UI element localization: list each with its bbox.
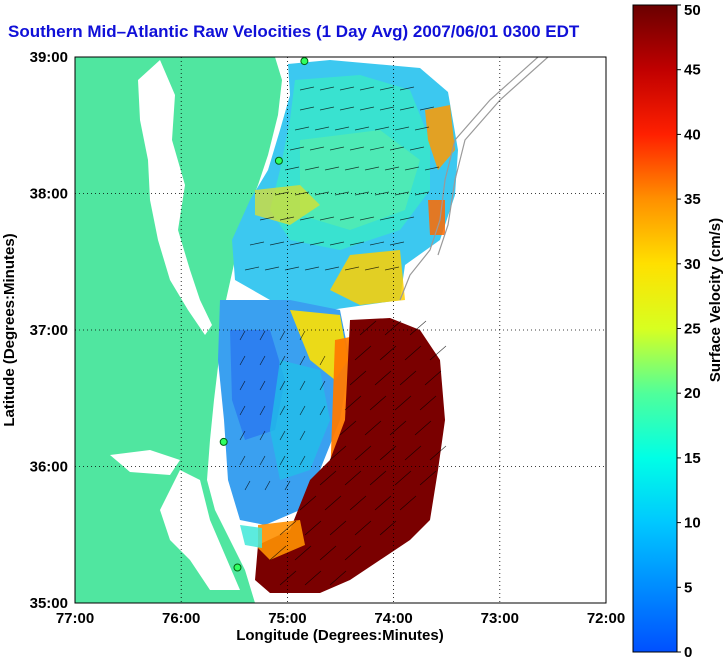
colorbar-tick-label: 35	[684, 191, 701, 208]
chesapeake-bay	[138, 60, 212, 335]
x-tick-label: 75:00	[268, 610, 306, 627]
colorbar-tick-label: 45	[684, 62, 701, 79]
x-tick-labels: 77:00 76:00 75:00 74:00 73:00 72:00	[56, 610, 625, 627]
colorbar-label: Surface Velocity (cm/s)	[707, 218, 724, 382]
x-tick-label: 77:00	[56, 610, 94, 627]
colorbar-tick-label: 25	[684, 321, 701, 338]
pamlico-sound	[160, 470, 240, 590]
grid-lines	[75, 57, 606, 603]
station-markers	[219, 57, 309, 572]
colorbar-tick-label: 0	[684, 644, 692, 659]
colorbar-tick-labels: 0 5 10 15 20 25 30 35 40 45 50	[677, 2, 701, 659]
x-axis-label: Longitude (Degrees:Minutes)	[236, 627, 444, 644]
station-marker	[274, 156, 283, 165]
station-marker	[300, 57, 309, 66]
colorbar-tick-label: 10	[684, 515, 701, 532]
y-tick-label: 39:00	[30, 49, 68, 66]
x-tick-label: 76:00	[162, 610, 200, 627]
plot-border	[74, 56, 607, 604]
x-tick-label: 73:00	[481, 610, 519, 627]
chart-title: Southern Mid–Atlantic Raw Velocities (1 …	[8, 22, 580, 41]
y-tick-label: 37:00	[30, 322, 68, 339]
x-tick-label: 74:00	[374, 610, 412, 627]
x-tick-label: 72:00	[587, 610, 625, 627]
colorbar-tick-label: 5	[684, 579, 692, 596]
station-marker	[233, 563, 242, 572]
y-tick-label: 38:00	[30, 186, 68, 203]
y-tick-label: 35:00	[30, 595, 68, 612]
velocity-arrows	[239, 86, 447, 586]
y-axis-label: Latitude (Degrees:Minutes)	[1, 233, 18, 426]
colorbar-tick-label: 50	[684, 2, 701, 19]
velocity-field	[218, 60, 458, 593]
albemarle-sound	[110, 450, 180, 475]
y-tick-label: 36:00	[30, 459, 68, 476]
colorbar	[632, 4, 678, 653]
colorbar-tick-label: 20	[684, 385, 701, 402]
colorbar-tick-label: 30	[684, 256, 701, 273]
y-tick-labels: 35:00 36:00 37:00 38:00 39:00	[30, 49, 68, 612]
colorbar-tick-label: 40	[684, 126, 701, 143]
station-marker	[219, 437, 228, 446]
colorbar-tick-label: 15	[684, 450, 701, 467]
bathymetry-contours	[399, 57, 549, 301]
